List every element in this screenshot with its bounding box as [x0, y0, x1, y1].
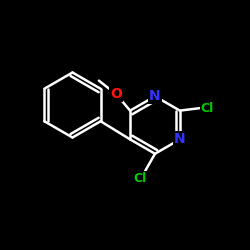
Text: N: N — [149, 89, 161, 103]
Text: N: N — [174, 132, 186, 146]
Text: Cl: Cl — [134, 172, 146, 185]
Text: O: O — [110, 88, 122, 102]
Text: Cl: Cl — [201, 102, 214, 114]
